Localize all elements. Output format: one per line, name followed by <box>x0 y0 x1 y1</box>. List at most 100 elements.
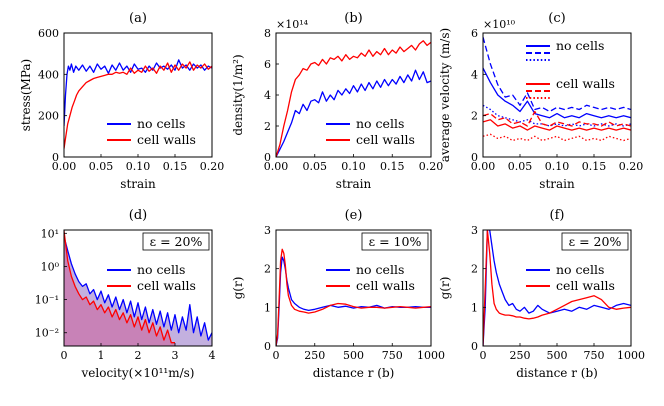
panel-title-b: (b) <box>344 11 362 26</box>
y-tick-label-f: 3 <box>471 224 478 237</box>
x-tick-label-c: 0.00 <box>471 160 496 173</box>
y-tick-label-e: 2 <box>264 263 271 276</box>
x-tick-label-d: 3 <box>172 349 179 362</box>
area-d-1 <box>64 230 175 346</box>
legend-label-b: cell walls <box>356 132 415 147</box>
x-tick-label-b: 0.05 <box>303 160 328 173</box>
legend-label-d: cell walls <box>137 278 196 293</box>
plot-area-d <box>64 230 212 346</box>
x-tick-label-d: 2 <box>135 349 142 362</box>
x-tick-label-c: 0.05 <box>508 160 533 173</box>
y-tick-label-e: 0 <box>264 340 271 353</box>
legend-label-f: no cells <box>556 262 604 277</box>
x-tick-label-f: 500 <box>547 349 568 362</box>
y-tick-label-c: 0 <box>471 151 478 164</box>
y-tick-label-d: 10¹ <box>41 227 59 240</box>
series-line-f-0 <box>483 230 631 346</box>
x-tick-label-c: 0.20 <box>619 160 644 173</box>
annotation-box-e <box>361 232 429 251</box>
y-axis-label-f: g(r) <box>438 277 452 300</box>
panel-f: 0 250 500 750 1000 0 1 2 3 (f) distance r (b) g(r) ε… <box>438 208 645 380</box>
x-tick-label-e: 1000 <box>417 349 445 362</box>
series-line-d-1 <box>64 230 175 344</box>
y-tick-label-a: 600 <box>38 27 59 40</box>
y-tick-label-a: 400 <box>38 68 59 81</box>
panel-b: 0.00 0.05 0.10 0.15 0.20 0 2 4 6 8 (b) ×10¹⁴ strain d… <box>231 11 443 191</box>
series-line-b-0 <box>276 69 431 157</box>
x-tick-label-a: 0.00 <box>52 160 77 173</box>
series-line-d-0 <box>64 236 212 341</box>
x-tick-label-b: 0.00 <box>264 160 289 173</box>
y-tick-label-a: 0 <box>52 151 59 164</box>
x-tick-label-f: 1000 <box>617 349 645 362</box>
x-tick-label-c: 0.10 <box>545 160 570 173</box>
y-axis-label-e: g(r) <box>231 277 245 300</box>
legend-label-a: cell walls <box>137 132 196 147</box>
y-tick-label-c: 6 <box>471 27 478 40</box>
scale-label-b: ×10¹⁴ <box>276 18 309 31</box>
y-tick-label-e: 3 <box>264 224 271 237</box>
x-tick-label-e: 0 <box>273 349 280 362</box>
x-axis-label-d: velocity(×10¹¹m/s) <box>81 366 195 380</box>
x-tick-label-b: 0.15 <box>380 160 405 173</box>
series-line-c-1 <box>483 36 631 113</box>
y-tick-label-d: 10⁰ <box>41 260 60 273</box>
x-tick-label-a: 0.05 <box>89 160 114 173</box>
y-axis-label-c: average velocity (m/s) <box>438 28 452 162</box>
legend-label-b: no cells <box>356 116 404 131</box>
y-tick-label-f: 1 <box>471 301 478 314</box>
plot-area-a <box>64 59 212 149</box>
x-tick-label-d: 1 <box>98 349 105 362</box>
y-tick-label-b: 4 <box>264 89 271 102</box>
panel-title-d: (d) <box>129 208 147 223</box>
series-line-e-1 <box>276 248 431 346</box>
panel-c: 0.00 0.05 0.10 0.15 0.20 0 2 4 6 (c) ×10¹⁰ strain av… <box>438 11 643 191</box>
series-line-c-5 <box>483 133 631 142</box>
x-tick-label-b: 0.20 <box>419 160 444 173</box>
x-axis-label-c: strain <box>539 177 575 191</box>
panel-title-a: (a) <box>129 11 147 26</box>
annotation-text-f: ε = 20% <box>569 234 622 249</box>
panel-a: 0.00 0.05 0.10 0.15 0.20 0 200 400 600 (a) strain s… <box>19 11 224 191</box>
y-tick-label-e: 1 <box>264 301 271 314</box>
legend-label-a: no cells <box>137 116 185 131</box>
x-tick-label-a: 0.20 <box>200 160 225 173</box>
legend-label-c: cell walls <box>556 76 615 91</box>
x-axis-label-f: distance r (b) <box>516 366 598 380</box>
annotation-box-f <box>561 232 629 251</box>
series-line-c-0 <box>483 67 631 119</box>
series-line-a-1 <box>64 61 212 149</box>
panel-d: 0 1 2 3 4 10⁻² 10⁻¹ 10⁰ 10¹ (d) velocity(×10¹¹m/s)… <box>35 208 216 380</box>
x-tick-label-d: 0 <box>61 349 68 362</box>
series-line-c-3 <box>483 119 631 131</box>
y-tick-label-b: 0 <box>264 151 271 164</box>
legend-label-e: cell walls <box>356 278 415 293</box>
y-tick-label-f: 2 <box>471 263 478 276</box>
x-tick-label-c: 0.15 <box>582 160 607 173</box>
legend-label-c: no cells <box>556 38 604 53</box>
y-tick-label-b: 8 <box>264 27 271 40</box>
legend-label-f: cell walls <box>556 278 615 293</box>
panel-title-c: (c) <box>548 11 565 26</box>
y-tick-label-b: 2 <box>264 120 271 133</box>
y-tick-label-d: 10⁻² <box>35 327 59 340</box>
y-axis-label-b: density(1/m²) <box>231 54 245 135</box>
x-axis-label-e: distance r (b) <box>313 366 395 380</box>
annotation-text-e: ε = 10% <box>369 234 422 249</box>
series-line-f-1 <box>483 230 631 346</box>
y-tick-label-f: 0 <box>471 340 478 353</box>
x-tick-label-f: 0 <box>480 349 487 362</box>
x-tick-label-e: 250 <box>304 349 325 362</box>
panel-e: 0 250 500 750 1000 0 1 2 3 (e) distance r (b) g(r) ε… <box>231 208 445 380</box>
legend-label-d: no cells <box>137 262 185 277</box>
y-tick-label-a: 200 <box>38 110 59 123</box>
x-tick-label-e: 500 <box>343 349 364 362</box>
annotation-box-d <box>142 232 210 251</box>
x-axis-label-b: strain <box>336 177 372 191</box>
panel-title-f: (f) <box>550 208 565 223</box>
plot-area-e <box>276 248 431 346</box>
y-tick-label-b: 6 <box>264 58 271 71</box>
x-tick-label-b: 0.10 <box>341 160 366 173</box>
series-line-c-4 <box>483 110 631 127</box>
